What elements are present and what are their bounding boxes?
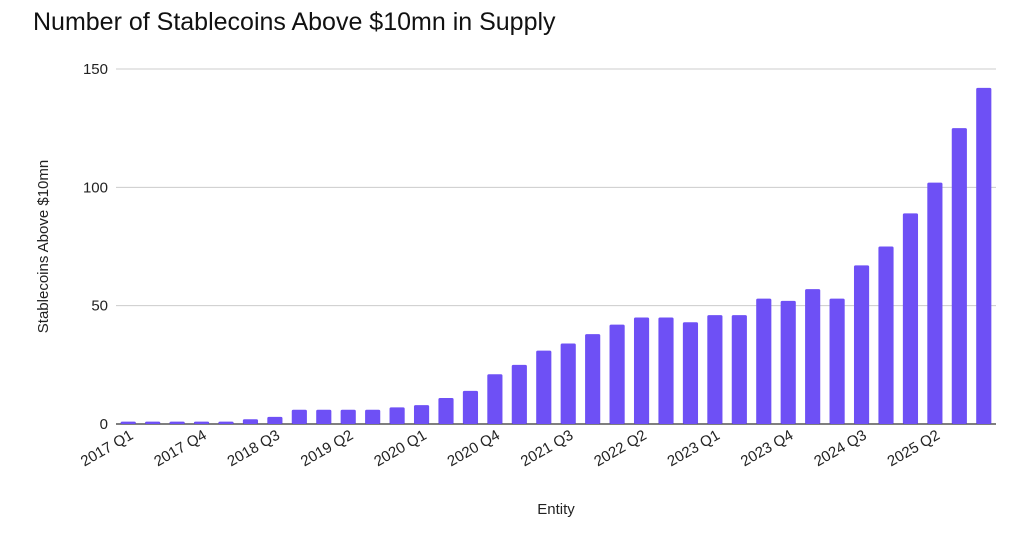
bar-2021-q4 [585, 334, 601, 424]
bar-2023-q2 [731, 315, 747, 424]
gridlines [116, 68, 996, 425]
y-tick-label: 0 [100, 416, 108, 433]
bar-2025-q3 [951, 128, 967, 424]
bars [120, 87, 992, 424]
bar-2023-q3 [756, 298, 772, 424]
bar-2025-q1 [902, 213, 919, 424]
bar-2017-q2 [145, 421, 161, 424]
chart-title: Number of Stablecoins Above $10mn in Sup… [33, 8, 556, 36]
bar-2020-q3 [462, 390, 479, 424]
x-tick-label: 2025 Q2 [885, 427, 943, 470]
y-tick-label: 50 [91, 298, 108, 315]
bar-2024-q4 [878, 246, 894, 424]
bar-2020-q2 [438, 397, 454, 424]
bar-2017-q4 [193, 421, 210, 424]
y-tick-label: 150 [83, 61, 108, 78]
bar-2025-q4 [976, 87, 992, 424]
bar-2017-q1 [120, 421, 136, 424]
x-tick-label: 2018 Q3 [225, 427, 283, 470]
bar-2020-q4 [487, 374, 503, 424]
bar-2018-q2 [242, 419, 259, 424]
bar-2023-q1 [707, 315, 723, 424]
bar-2023-q4 [780, 300, 796, 424]
x-axis-ticks: 2017 Q1 2017 Q4 2018 Q3 2019 Q2 2020 Q1 2020 … [78, 427, 943, 470]
bar-2025-q2 [927, 182, 943, 424]
bar-2021-q2 [536, 350, 552, 424]
bar-2019-q4 [389, 407, 405, 424]
x-tick-label: 2020 Q4 [445, 427, 503, 470]
bar-2019-q2 [340, 409, 356, 424]
y-axis-ticks: 0 50 100 150 [83, 61, 108, 433]
bar-2024-q2 [829, 298, 845, 424]
bar-2022-q1 [609, 324, 625, 424]
x-tick-label: 2017 Q4 [151, 427, 209, 470]
bar-2024-q1 [805, 289, 821, 424]
x-tick-label: 2022 Q2 [591, 427, 649, 470]
bar-2020-q1 [413, 405, 430, 424]
x-axis-title: Entity [537, 501, 575, 518]
bar-2022-q3 [658, 317, 674, 424]
bar-2021-q3 [560, 343, 576, 424]
bar-2022-q4 [682, 322, 699, 424]
x-tick-label: 2021 Q3 [518, 427, 576, 470]
bar-2024-q3 [853, 265, 870, 424]
bar-2017-q3 [169, 421, 185, 424]
y-tick-label: 100 [83, 179, 108, 196]
x-tick-label: 2024 Q3 [811, 427, 869, 470]
y-axis-title: Stablecoins Above $10mn [35, 160, 52, 333]
x-tick-label: 2019 Q2 [298, 427, 356, 470]
bar-2018-q4 [291, 409, 307, 424]
bar-2019-q3 [365, 409, 381, 424]
x-tick-label: 2023 Q1 [665, 427, 723, 470]
bar-2019-q1 [316, 409, 332, 424]
bar-2018-q3 [267, 416, 283, 424]
x-tick-label: 2017 Q1 [78, 427, 136, 470]
x-tick-label: 2023 Q4 [738, 427, 796, 470]
bar-2021-q1 [511, 364, 527, 424]
bar-2022-q2 [633, 317, 650, 424]
x-tick-label: 2020 Q1 [371, 427, 429, 470]
bar-2018-q1 [218, 421, 234, 424]
